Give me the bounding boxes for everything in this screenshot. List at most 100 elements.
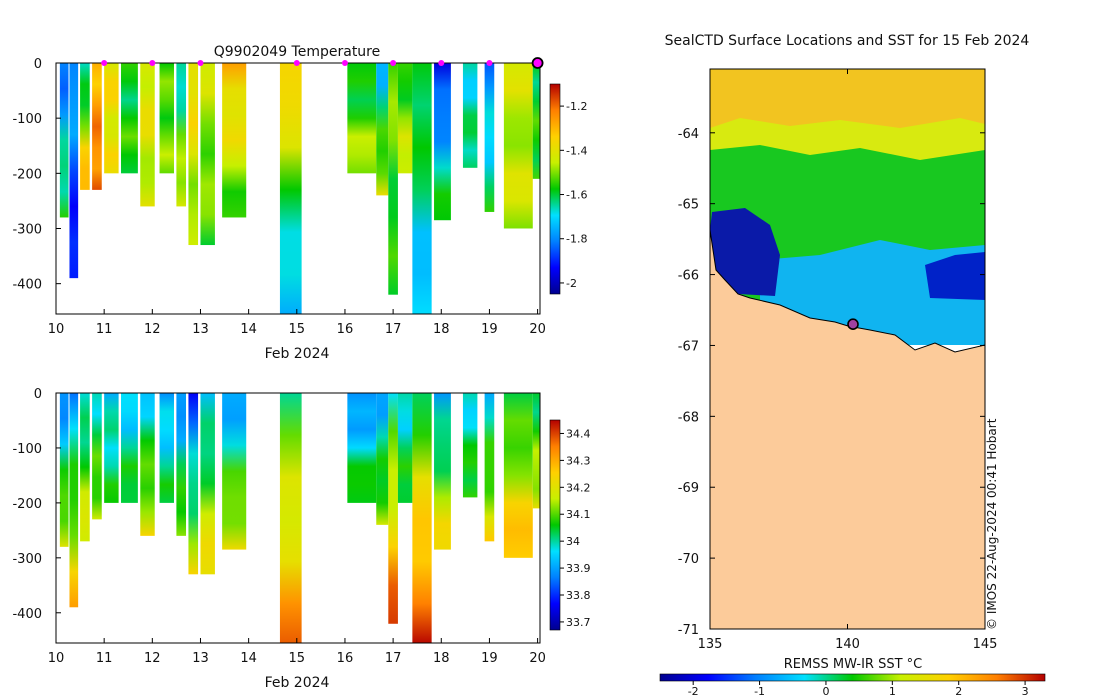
salinity-x-tick-label: 10 [48,651,65,666]
salinity-profile-bar [397,393,413,503]
sst-colorbar-tick-label: 1 [889,685,896,698]
temperature-profile-bar [347,63,377,174]
temperature-x-tick-label: 11 [96,322,113,337]
salinity-profile-bar [484,393,495,542]
salinity-y-ticks: 0 -100 -200 -300 -400 [12,387,61,622]
temperature-x-tick-label: 10 [48,322,65,337]
sst-map-x-tick-label: 135 [698,637,723,652]
temperature-colorbar-tick-label: -1.2 [566,100,587,113]
temperature-y-tick-label: -200 [12,167,42,182]
salinity-colorbar-tick-label: 34.1 [566,508,591,521]
temperature-profile-bar [188,63,199,246]
salinity-profile-bar [503,393,533,558]
temperature-profile-bar [484,63,495,212]
salinity-profile-bar [434,393,451,550]
temperature-profile-bar [412,63,432,314]
sst-colorbar-tick-label: 2 [955,685,962,698]
salinity-profile-bar [279,393,302,643]
temperature-colorbar-ticks: -1.2 -1.4 -1.6 -1.8 -2 [560,100,587,290]
temperature-x-ticks: 10 11 12 13 14 15 16 17 18 19 20 [48,309,546,337]
temperature-profile-bar [397,63,413,174]
sst-colorbar-tick-label: 3 [1022,685,1029,698]
temperature-colorbar-tick-label: -1.6 [566,189,587,202]
salinity-profile-bar [59,393,69,547]
temperature-profile-bar [140,63,155,207]
temperature-profile-bar [80,63,90,190]
sst-colorbar-ticks: -2 -1 0 1 2 3 [688,681,1029,698]
temperature-colorbar-tick-label: -1.8 [566,233,587,246]
salinity-colorbar-tick-label: 34.4 [566,427,591,440]
temperature-profiles [59,63,540,314]
sst-map-title: SealCTD Surface Locations and SST for 15… [665,33,1030,49]
temperature-chart-title: Q9902049 Temperature [214,44,381,60]
salinity-x-tick-label: 13 [192,651,209,666]
temperature-colorbar-tick-label: -1.4 [566,144,587,157]
salinity-x-tick-label: 15 [289,651,306,666]
profile-marker [293,60,300,66]
temperature-profile-bar [159,63,174,174]
temperature-profile-bar [462,63,478,168]
salinity-profile-bar [347,393,377,503]
salinity-profile-bar [159,393,174,503]
temperature-profile-bar [121,63,138,174]
temperature-colorbar-tick-label: -2 [566,277,577,290]
salinity-profile-bar [412,393,432,643]
temperature-profile-bar [388,63,398,295]
temperature-profile-bar [176,63,187,207]
salinity-y-tick-label: -300 [12,552,42,567]
salinity-profile-bar [121,393,138,503]
salinity-x-tick-label: 12 [144,651,161,666]
temperature-profile-bar [92,63,102,190]
salinity-plot-frame [55,392,541,644]
sst-map-y-tick-label: -64 [678,127,699,142]
sst-map-credit: © IMOS 22-Aug-2024 00:41 Hobart [985,418,999,630]
salinity-y-tick-label: -100 [12,442,42,457]
profile-marker [197,60,204,66]
sst-colorbar-tick-label: -1 [754,685,765,698]
temperature-y-tick-label: -400 [12,278,42,293]
salinity-colorbar [549,419,561,631]
sst-colorbar-label: REMSS MW-IR SST °C [784,657,923,672]
temperature-x-tick-label: 19 [481,322,498,337]
salinity-profile-bar [188,393,199,575]
profile-marker [438,60,445,66]
sst-map-y-tick-label: -66 [678,269,699,284]
salinity-profile-bar [69,393,79,608]
temperature-profile-bar [59,63,69,218]
sst-map-coastline [710,229,985,353]
salinity-x-tick-label: 11 [96,651,113,666]
temperature-profile-bar [376,63,389,196]
sst-map-field [710,69,985,629]
salinity-profile-bar [92,393,102,520]
temperature-x-axis-label: Feb 2024 [265,346,330,362]
profile-marker [341,60,348,66]
salinity-profile-bar [532,393,540,509]
salinity-profile-bar [104,393,119,503]
sst-map-y-tick-label: -67 [678,339,699,354]
profile-marker [390,60,397,66]
salinity-y-tick-label: -400 [12,607,42,622]
sst-map-x-tick-label: 140 [835,637,860,652]
seal-location-marker [847,318,859,330]
profile-marker [149,60,156,66]
salinity-y-tick-label: 0 [34,387,42,402]
temperature-chart: Q9902049 Temperature 0 -100 -200 -300 -400 1… [12,44,587,362]
salinity-profile-bar [462,393,478,498]
sst-map-y-tick-label: -69 [678,481,699,496]
temperature-profile-bar [69,63,79,279]
salinity-profile-bar [80,393,90,542]
sst-zone-north [710,69,985,129]
sst-zone-cold-east-patch [925,252,985,300]
sst-colorbar [659,673,1046,682]
temperature-colorbar [549,83,561,295]
salinity-x-axis-label: Feb 2024 [265,675,330,691]
sst-map-y-ticks: -64 -65 -66 -67 -68 -69 -70 -71 [678,127,985,638]
temperature-profile-bar [503,63,533,229]
salinity-profile-bar [388,393,398,624]
temperature-x-tick-label: 16 [337,322,354,337]
salinity-colorbar-ticks: 34.4 34.3 34.2 34.1 34 33.9 33.8 33.7 [560,427,591,629]
temperature-profile-bar [222,63,247,218]
salinity-x-tick-label: 20 [529,651,546,666]
temperature-x-tick-label: 12 [144,322,161,337]
